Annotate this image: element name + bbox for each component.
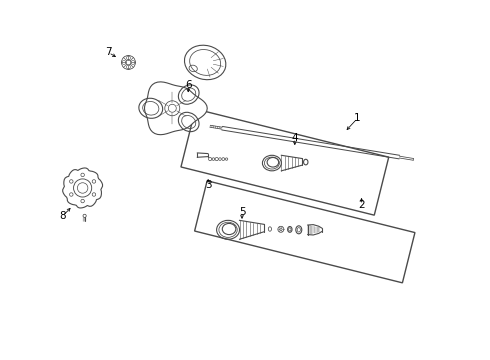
Text: 5: 5 [239, 207, 245, 217]
Text: 8: 8 [59, 211, 66, 221]
Text: 2: 2 [358, 200, 365, 210]
Text: 3: 3 [205, 180, 212, 190]
Polygon shape [145, 82, 207, 135]
Text: 1: 1 [354, 113, 361, 123]
Text: 7: 7 [105, 48, 112, 58]
Text: 6: 6 [185, 80, 192, 90]
Polygon shape [63, 168, 102, 208]
Text: 4: 4 [292, 133, 298, 143]
